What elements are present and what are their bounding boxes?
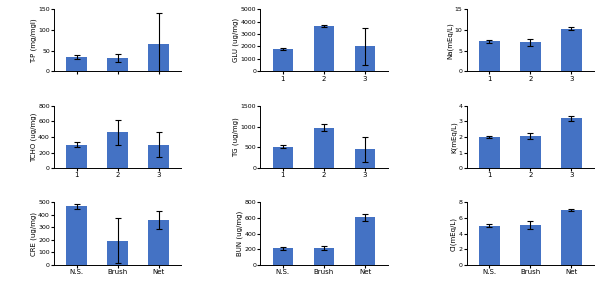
- Bar: [479, 226, 500, 265]
- Bar: [355, 217, 376, 265]
- Bar: [67, 145, 87, 168]
- Bar: [272, 147, 293, 168]
- Bar: [479, 137, 500, 168]
- Y-axis label: Cl(mEq/L): Cl(mEq/L): [451, 217, 457, 251]
- Y-axis label: GLU (ug/mg): GLU (ug/mg): [233, 18, 239, 62]
- Bar: [67, 57, 87, 71]
- Bar: [314, 128, 334, 168]
- Bar: [107, 58, 128, 71]
- Bar: [67, 206, 87, 265]
- Bar: [520, 136, 541, 168]
- Bar: [272, 49, 293, 71]
- Bar: [148, 145, 169, 168]
- Bar: [148, 44, 169, 71]
- Bar: [561, 210, 581, 265]
- Y-axis label: BUN (ug/mg): BUN (ug/mg): [236, 211, 243, 256]
- Bar: [272, 248, 293, 265]
- Y-axis label: T-P (mg/mgl): T-P (mg/mgl): [31, 18, 37, 63]
- Y-axis label: K(mEq/L): K(mEq/L): [451, 121, 457, 153]
- Bar: [107, 132, 128, 168]
- Y-axis label: Na(mEq/L): Na(mEq/L): [447, 22, 454, 59]
- Bar: [355, 46, 376, 71]
- Y-axis label: TCHO (ug/mg): TCHO (ug/mg): [30, 112, 37, 162]
- Bar: [355, 149, 376, 168]
- Bar: [107, 240, 128, 265]
- Bar: [520, 225, 541, 265]
- Y-axis label: TG (ug/mg): TG (ug/mg): [233, 117, 239, 157]
- Bar: [148, 220, 169, 265]
- Bar: [561, 29, 581, 71]
- Bar: [561, 118, 581, 168]
- Y-axis label: CRE (ug/mg): CRE (ug/mg): [30, 212, 37, 256]
- Bar: [314, 248, 334, 265]
- Bar: [520, 42, 541, 71]
- Bar: [314, 26, 334, 71]
- Bar: [479, 42, 500, 71]
